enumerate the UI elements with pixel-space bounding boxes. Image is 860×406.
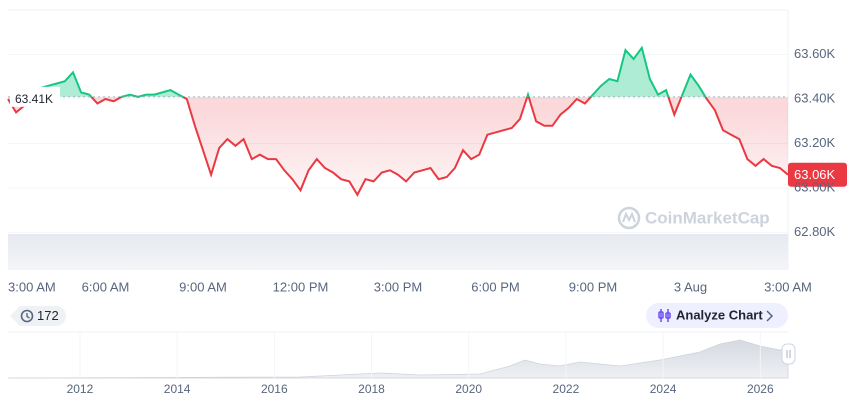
navigator-tick-label: 2018 [358,382,385,396]
x-tick-label: 3:00 PM [374,279,422,294]
navigator-tick-label: 2016 [261,382,288,396]
analyze-button-chevron [766,310,774,322]
navigator-tick-label: 2024 [650,382,677,396]
x-tick-label: 6:00 AM [82,279,130,294]
navigator-handle[interactable] [781,343,796,365]
last-price-bg [788,162,847,187]
navigator-tick-label: 2014 [164,382,191,396]
history-icon-hands [26,313,30,319]
plot: 63.41K 63.06K [7,45,847,197]
navigator: 2012 2014 2016 2018 2020 2022 2024 2026 [7,331,796,396]
analyze-button-bg[interactable] [646,303,788,328]
last-price-label: 63.06K [794,167,836,182]
y-tick-label: 63.40K [794,90,836,105]
analyze-icon [658,309,671,322]
watermark: CoinMarketCap [617,206,770,230]
watermark-logo [617,206,641,230]
price-line-up [29,45,707,97]
x-tick-label: 9:00 PM [569,279,617,294]
analyze-button-label[interactable]: Analyze Chart [676,307,763,322]
baseline-label: 63.41K [15,92,53,106]
navigator-tick-label: 2020 [455,382,482,396]
navigator-area [7,339,789,379]
x-tick-label: 6:00 PM [471,279,519,294]
x-tick-label: 3:00 AM [764,279,812,294]
y-tick-label: 63.60K [794,46,836,61]
x-tick-label: 12:00 PM [273,279,329,294]
y-tick-label: 63.00K [794,180,836,195]
history-badge[interactable]: 172 [10,306,66,326]
y-tick-label: 62.80K [794,224,836,239]
navigator-tick-label: 2022 [553,382,580,396]
navigator-tick-label: 2026 [747,382,774,396]
volume-band [8,234,788,270]
x-tick-label: 3:00 AM [8,279,56,294]
watermark-logo-mark [622,211,636,223]
history-count: 172 [37,308,59,323]
baseline-label-bg [10,86,60,107]
x-tick-label: 9:00 AM [179,279,227,294]
history-icon [20,309,34,323]
watermark-text: CoinMarketCap [645,208,770,227]
area-up [30,47,706,97]
price-line-down [7,96,789,197]
area-down [8,96,788,195]
x-tick-label: 3 Aug [674,279,707,294]
y-tick-label: 63.20K [794,135,836,150]
axes: 62.80K 63.00K 63.20K 63.40K 63.60K 3:00 AM 6:0… [8,46,836,294]
analyze-chart-button[interactable]: Analyze Chart [646,303,788,328]
navigator-tick-label: 2012 [67,382,94,396]
